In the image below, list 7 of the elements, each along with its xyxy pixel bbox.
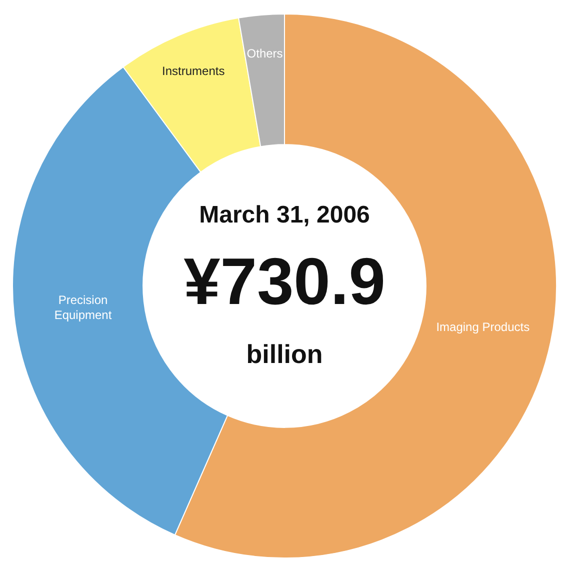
- text: ¥730.9: [184, 244, 386, 318]
- text: March 31, 2006: [199, 202, 370, 229]
- slice-label: Precision Equipment: [54, 293, 112, 322]
- slice-label: Others: [246, 46, 283, 60]
- slice-label: Instruments: [162, 64, 225, 78]
- slice-label: Imaging Products: [436, 320, 530, 334]
- text: billion: [246, 339, 323, 370]
